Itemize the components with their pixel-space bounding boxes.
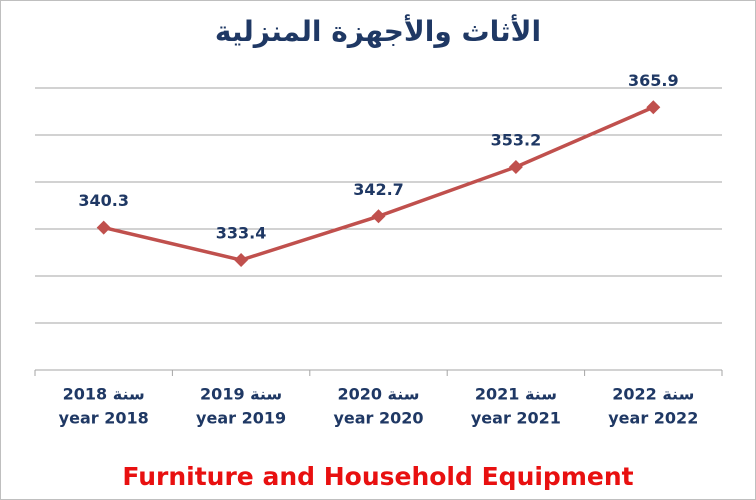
chart-title: الأثاث والأجهزة المنزلية [215, 14, 541, 48]
x-tick-label: سنة 2021 [475, 385, 557, 404]
chart-subtitle: Furniture and Household Equipment [122, 462, 633, 491]
data-point [96, 220, 111, 235]
data-point [371, 209, 386, 224]
data-label: 333.4 [216, 224, 267, 243]
data-point [234, 253, 249, 268]
data-label: 353.2 [491, 130, 542, 149]
x-tick-label: سنة 2022 [612, 385, 694, 404]
data-label: 365.9 [628, 71, 679, 90]
data-point [646, 100, 661, 115]
data-label: 340.3 [78, 191, 129, 210]
x-tick-label: year 2021 [471, 409, 561, 428]
data-point [508, 159, 523, 174]
x-tick-label: سنة 2018 [63, 385, 145, 404]
x-tick-label: سنة 2020 [337, 385, 419, 404]
data-label: 342.7 [353, 180, 404, 199]
x-tick-label: year 2020 [333, 409, 423, 428]
x-tick-label: year 2022 [608, 409, 698, 428]
x-tick-label: year 2019 [196, 409, 286, 428]
x-tick-label: سنة 2019 [200, 385, 282, 404]
x-tick-label: year 2018 [59, 409, 149, 428]
